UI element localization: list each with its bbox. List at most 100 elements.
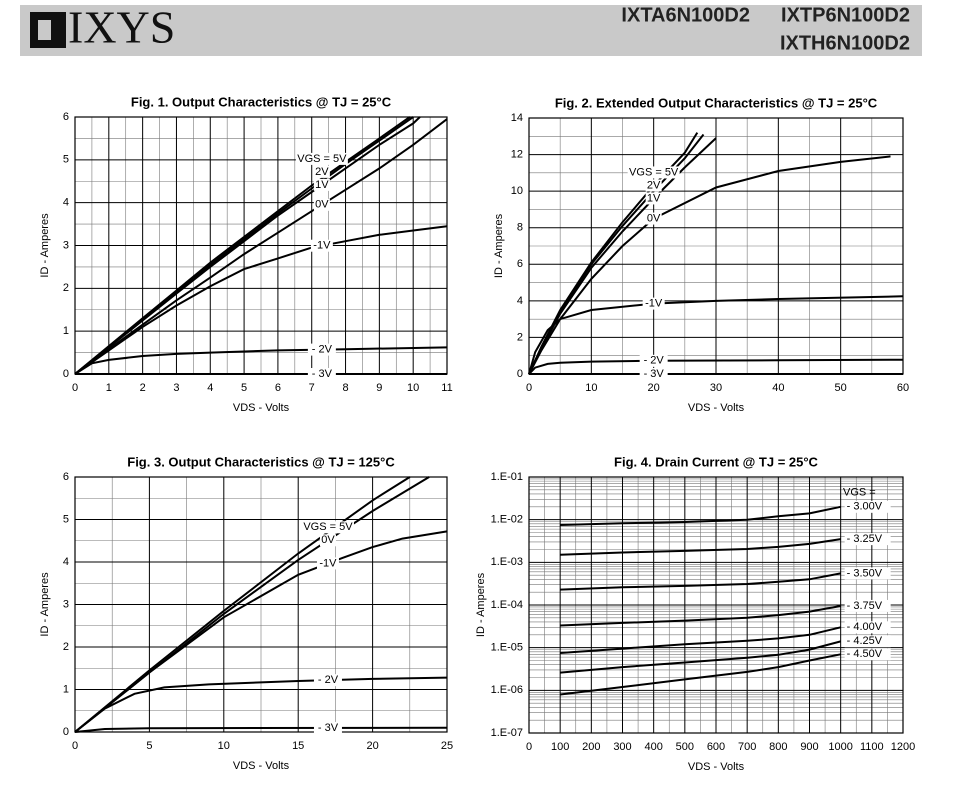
series-label: -1V bbox=[313, 240, 331, 252]
y-tick-label: 1.E-01 bbox=[491, 471, 523, 483]
series-label: - 2V bbox=[312, 344, 333, 356]
curve bbox=[560, 572, 841, 591]
part-number: IXTP6N100D2 bbox=[781, 4, 910, 26]
x-tick-label: 0 bbox=[526, 741, 532, 753]
series-label: - 4.00V bbox=[847, 621, 883, 633]
label-bg bbox=[844, 533, 891, 546]
label-bg bbox=[844, 648, 891, 661]
x-tick-label: 15 bbox=[292, 740, 304, 752]
y-tick-label: 4 bbox=[63, 197, 69, 209]
y-tick-label: 10 bbox=[511, 185, 523, 197]
chart-title: Fig. 1. Output Characteristics @ TJ = 25… bbox=[131, 94, 392, 109]
legend-title: VGS = bbox=[843, 487, 876, 499]
y-tick-label: 14 bbox=[511, 112, 523, 124]
x-tick-label: 500 bbox=[676, 741, 694, 753]
series-label: 2V bbox=[315, 166, 329, 178]
series-label: -1V bbox=[319, 557, 337, 569]
curve bbox=[74, 476, 411, 733]
y-tick-label: 5 bbox=[63, 513, 69, 525]
curve bbox=[560, 538, 841, 556]
label-bg bbox=[307, 368, 336, 380]
x-tick-label: 30 bbox=[710, 382, 722, 394]
curve bbox=[560, 626, 841, 654]
x-tick-label: 10 bbox=[218, 740, 230, 752]
series-label: 0V bbox=[647, 212, 661, 224]
curve bbox=[74, 118, 448, 375]
x-tick-label: 40 bbox=[772, 382, 784, 394]
x-tick-label: 6 bbox=[275, 382, 281, 394]
label-bg bbox=[313, 165, 330, 178]
plot-frame bbox=[528, 476, 904, 734]
y-tick-label: 2 bbox=[63, 282, 69, 294]
label-bg bbox=[645, 212, 662, 225]
x-tick-label: 600 bbox=[707, 741, 725, 753]
logo-mark-cut bbox=[38, 20, 51, 40]
y-tick-label: 1 bbox=[63, 683, 69, 695]
y-tick-label: 1.E-04 bbox=[491, 599, 523, 611]
x-tick-label: 20 bbox=[366, 740, 378, 752]
x-axis-label: VDS - Volts bbox=[688, 761, 745, 773]
series-label: 1V bbox=[315, 179, 329, 191]
curve bbox=[74, 676, 448, 733]
label-bg bbox=[639, 354, 668, 367]
chart-title: Fig. 3. Output Characteristics @ TJ = 12… bbox=[127, 454, 395, 469]
part-number: IXTH6N100D2 bbox=[780, 32, 910, 54]
series-label: - 4.50V bbox=[847, 648, 883, 660]
label-bg bbox=[844, 500, 891, 513]
x-tick-label: 800 bbox=[769, 741, 787, 753]
x-tick-label: 1200 bbox=[891, 741, 915, 753]
y-tick-label: 5 bbox=[63, 154, 69, 166]
x-tick-label: 100 bbox=[551, 741, 569, 753]
label-bg bbox=[313, 178, 330, 191]
series-label: - 2V bbox=[318, 674, 339, 686]
x-tick-label: 7 bbox=[309, 382, 315, 394]
x-tick-label: 8 bbox=[342, 382, 348, 394]
label-bg bbox=[295, 152, 348, 165]
curve bbox=[560, 653, 841, 696]
curve bbox=[560, 605, 841, 627]
series-label: 2V bbox=[647, 179, 661, 191]
y-tick-label: 1.E-02 bbox=[491, 514, 523, 526]
series-label: VGS = 5V bbox=[629, 166, 679, 178]
y-tick-label: 6 bbox=[63, 111, 69, 123]
y-tick-label: 6 bbox=[517, 258, 523, 270]
label-bg bbox=[844, 599, 891, 612]
x-tick-label: 1100 bbox=[860, 741, 884, 753]
x-axis-label: VDS - Volts bbox=[233, 402, 290, 414]
x-tick-label: 700 bbox=[738, 741, 756, 753]
series-label: - 4.25V bbox=[847, 635, 883, 647]
chart-title: Fig. 2. Extended Output Characteristics … bbox=[555, 95, 878, 110]
x-tick-label: 25 bbox=[441, 740, 453, 752]
label-bg bbox=[639, 368, 668, 380]
label-bg bbox=[301, 521, 354, 534]
y-axis-label: ID - Amperes bbox=[39, 572, 51, 637]
series-label: 1V bbox=[647, 192, 661, 204]
x-tick-label: 0 bbox=[72, 382, 78, 394]
y-tick-label: 3 bbox=[63, 598, 69, 610]
series-label: -1V bbox=[645, 298, 663, 310]
series-label: VGS = 5V bbox=[303, 521, 353, 533]
x-tick-label: 300 bbox=[613, 741, 631, 753]
label-bg bbox=[645, 192, 662, 205]
series-label: VGS = 5V bbox=[297, 153, 347, 165]
y-tick-label: 4 bbox=[63, 556, 69, 568]
y-axis-label: ID - Amperes bbox=[493, 213, 505, 278]
y-tick-label: 0 bbox=[63, 726, 69, 738]
chart-title: Fig. 4. Drain Current @ TJ = 25°C bbox=[614, 454, 819, 469]
series-label: - 3.50V bbox=[847, 567, 883, 579]
series-label: - 3V bbox=[312, 368, 333, 380]
series-label: 0V bbox=[321, 534, 335, 546]
y-tick-label: 0 bbox=[63, 368, 69, 380]
label-bg bbox=[310, 239, 333, 252]
y-tick-label: 3 bbox=[63, 239, 69, 251]
y-axis-label: ID - Amperes bbox=[475, 572, 487, 637]
series-label: - 3V bbox=[644, 368, 665, 380]
x-axis-label: VDS - Volts bbox=[233, 760, 290, 772]
curve bbox=[74, 116, 421, 375]
label-bg bbox=[313, 721, 342, 734]
label-bg bbox=[313, 198, 330, 211]
x-tick-label: 900 bbox=[800, 741, 818, 753]
label-bg bbox=[642, 297, 665, 310]
y-tick-label: 6 bbox=[63, 471, 69, 483]
curve bbox=[74, 726, 448, 733]
